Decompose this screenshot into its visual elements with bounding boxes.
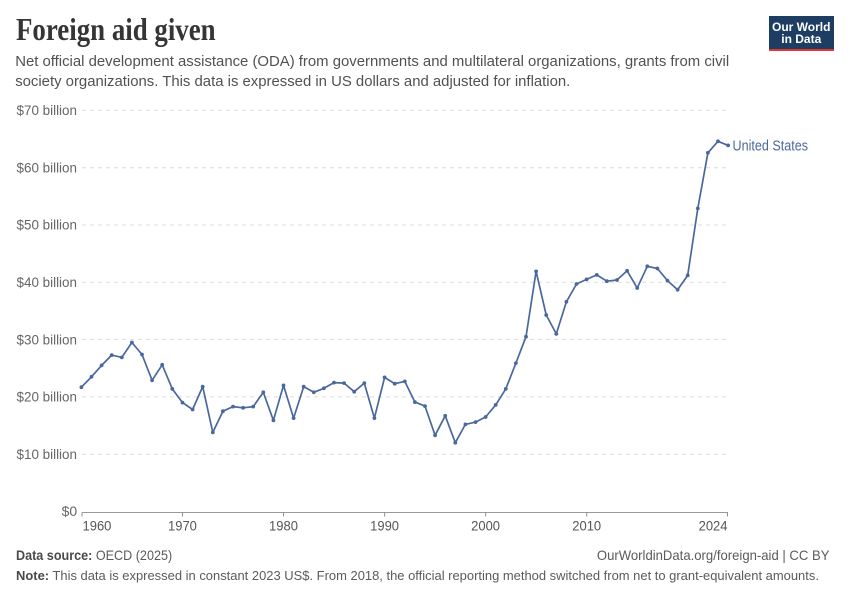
svg-text:2010: 2010 [572, 518, 601, 534]
svg-text:1980: 1980 [269, 518, 298, 534]
svg-text:1990: 1990 [370, 518, 399, 534]
svg-text:United States: United States [733, 139, 809, 155]
svg-text:$60 billion: $60 billion [17, 159, 78, 175]
svg-text:$70 billion: $70 billion [17, 102, 78, 118]
svg-text:1960: 1960 [83, 518, 112, 534]
svg-text:1970: 1970 [168, 518, 197, 534]
svg-text:$40 billion: $40 billion [17, 274, 78, 290]
svg-text:2024: 2024 [699, 518, 728, 534]
svg-text:$10 billion: $10 billion [17, 446, 78, 462]
svg-text:$0: $0 [62, 503, 78, 519]
svg-text:2000: 2000 [471, 518, 500, 534]
svg-text:$50 billion: $50 billion [17, 217, 78, 233]
svg-text:$20 billion: $20 billion [17, 389, 78, 405]
svg-text:$30 billion: $30 billion [17, 331, 78, 347]
